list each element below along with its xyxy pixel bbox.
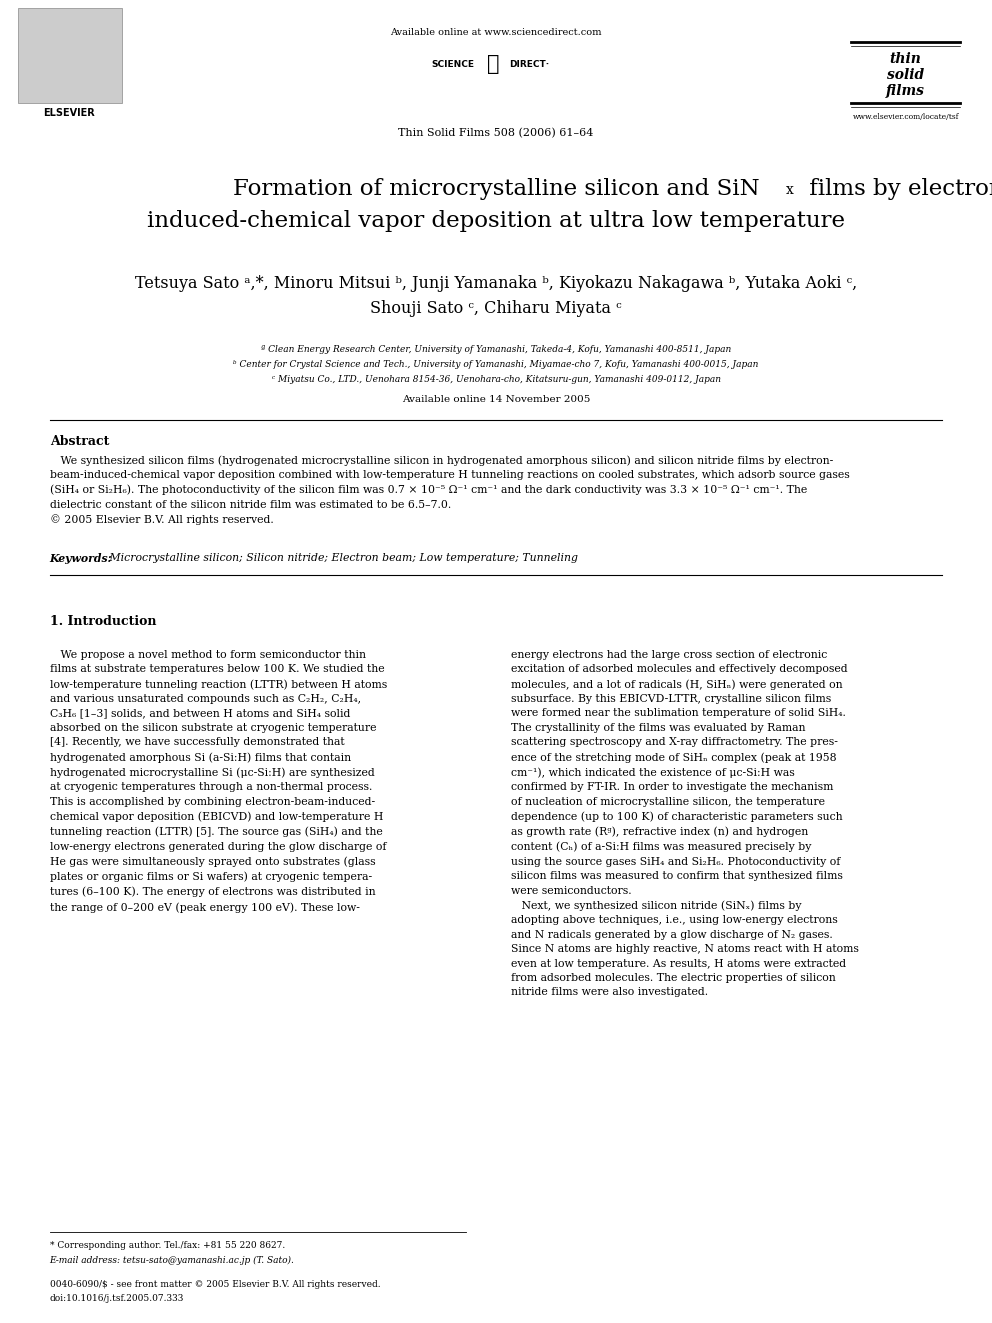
Text: Available online at www.sciencedirect.com: Available online at www.sciencedirect.co… — [390, 28, 602, 37]
Text: Tetsuya Sato ᵃ,*, Minoru Mitsui ᵇ, Junji Yamanaka ᵇ, Kiyokazu Nakagawa ᵇ, Yutaka: Tetsuya Sato ᵃ,*, Minoru Mitsui ᵇ, Junji… — [135, 275, 857, 292]
Text: www.elsevier.com/locate/tsf: www.elsevier.com/locate/tsf — [852, 112, 959, 120]
Text: films by electron-beam-: films by electron-beam- — [802, 179, 992, 200]
Text: DIRECT·: DIRECT· — [509, 60, 549, 69]
Text: ELSEVIER: ELSEVIER — [44, 108, 95, 118]
Text: * Corresponding author. Tel./fax: +81 55 220 8627.: * Corresponding author. Tel./fax: +81 55… — [50, 1241, 285, 1250]
Text: solid: solid — [887, 67, 925, 82]
Text: E-mail address: tetsu-sato@yamanashi.ac.jp (T. Sato).: E-mail address: tetsu-sato@yamanashi.ac.… — [50, 1256, 295, 1265]
Text: ᶜ Miyatsu Co., LTD., Uenohara 8154-36, Uenohara-cho, Kitatsuru-gun, Yamanashi 40: ᶜ Miyatsu Co., LTD., Uenohara 8154-36, U… — [272, 374, 720, 384]
Text: Thin Solid Films 508 (2006) 61–64: Thin Solid Films 508 (2006) 61–64 — [399, 128, 593, 139]
Text: 1. Introduction: 1. Introduction — [50, 615, 156, 628]
Text: Abstract: Abstract — [50, 435, 109, 448]
Text: Keywords:: Keywords: — [50, 553, 112, 564]
Text: doi:10.1016/j.tsf.2005.07.333: doi:10.1016/j.tsf.2005.07.333 — [50, 1294, 184, 1303]
Text: SCIENCE: SCIENCE — [432, 60, 474, 69]
Text: Microcrystalline silicon; Silicon nitride; Electron beam; Low temperature; Tunne: Microcrystalline silicon; Silicon nitrid… — [106, 553, 578, 564]
Bar — [18, 8, 122, 103]
Text: We propose a novel method to form semiconductor thin
films at substrate temperat: We propose a novel method to form semico… — [50, 650, 387, 913]
Text: ᵇ Center for Crystal Science and Tech., University of Yamanashi, Miyamae-cho 7, : ᵇ Center for Crystal Science and Tech., … — [233, 360, 759, 369]
Text: x: x — [786, 183, 794, 197]
Text: We synthesized silicon films (hydrogenated microcrystalline silicon in hydrogena: We synthesized silicon films (hydrogenat… — [50, 455, 849, 525]
Text: ª Clean Energy Research Center, University of Yamanashi, Takeda-4, Kofu, Yamanas: ª Clean Energy Research Center, Universi… — [261, 345, 731, 355]
Text: 0040-6090/$ - see front matter © 2005 Elsevier B.V. All rights reserved.: 0040-6090/$ - see front matter © 2005 El… — [50, 1279, 380, 1289]
Text: films: films — [886, 83, 926, 98]
Text: Shouji Sato ᶜ, Chiharu Miyata ᶜ: Shouji Sato ᶜ, Chiharu Miyata ᶜ — [370, 300, 622, 318]
Text: Available online 14 November 2005: Available online 14 November 2005 — [402, 396, 590, 404]
Text: ⓐ: ⓐ — [487, 54, 499, 74]
Text: induced-chemical vapor deposition at ultra low temperature: induced-chemical vapor deposition at ult… — [147, 210, 845, 232]
Text: Formation of microcrystalline silicon and SiN: Formation of microcrystalline silicon an… — [233, 179, 759, 200]
Text: thin: thin — [890, 52, 922, 66]
Text: energy electrons had the large cross section of electronic
excitation of adsorbe: energy electrons had the large cross sec… — [511, 650, 859, 998]
